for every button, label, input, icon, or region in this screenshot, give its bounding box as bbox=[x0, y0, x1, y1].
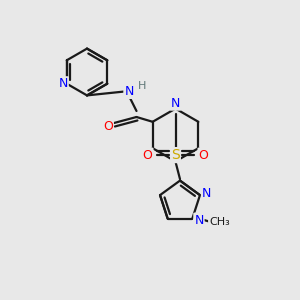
Text: N: N bbox=[194, 214, 204, 226]
Text: O: O bbox=[103, 119, 113, 133]
Text: CH₃: CH₃ bbox=[209, 217, 230, 226]
Text: O: O bbox=[143, 148, 152, 162]
Text: N: N bbox=[202, 187, 211, 200]
Text: O: O bbox=[199, 148, 208, 162]
Text: S: S bbox=[171, 148, 180, 162]
Text: N: N bbox=[124, 85, 134, 98]
Text: N: N bbox=[58, 77, 68, 90]
Text: N: N bbox=[171, 97, 180, 110]
Text: H: H bbox=[137, 81, 146, 92]
